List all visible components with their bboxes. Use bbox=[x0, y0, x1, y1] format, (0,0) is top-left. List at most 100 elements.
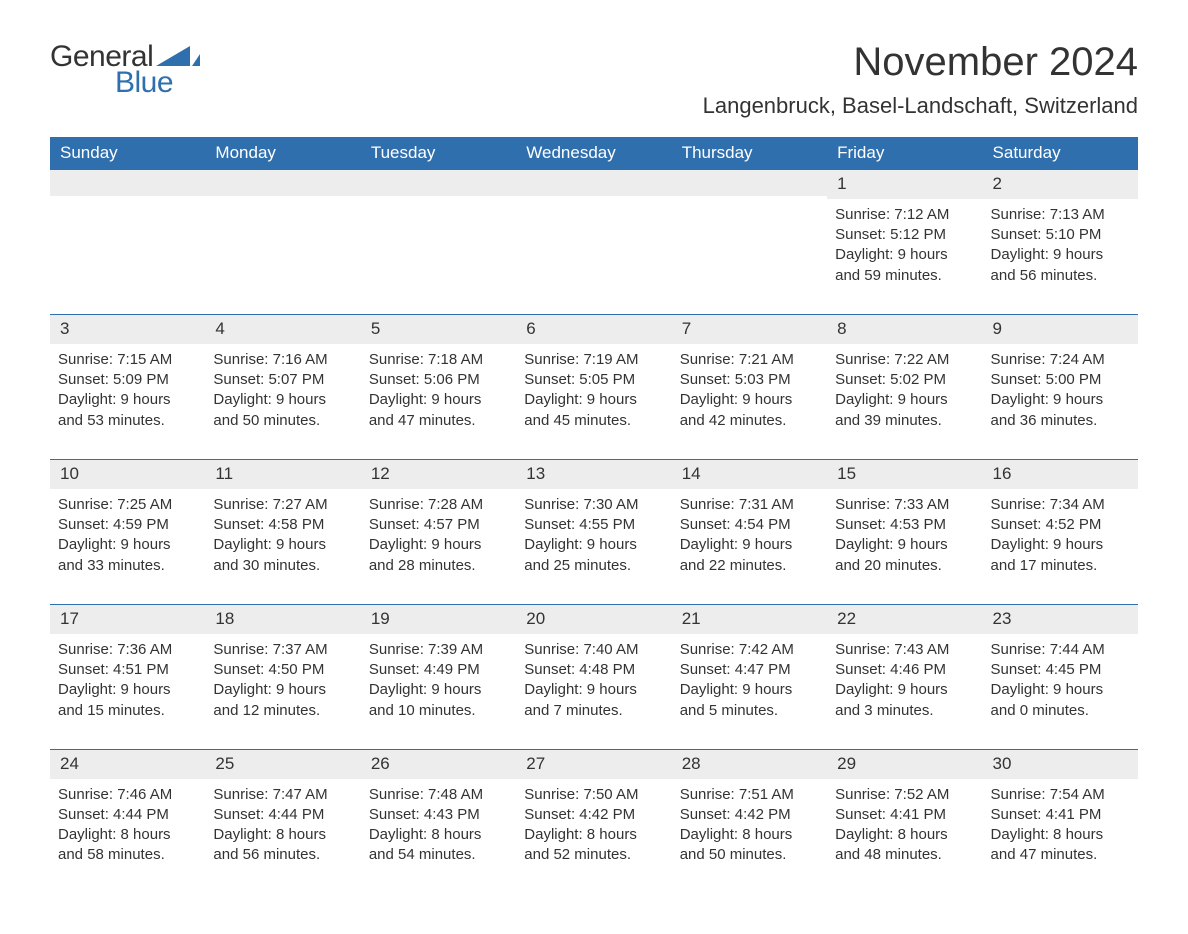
daylight-line2: and 47 minutes. bbox=[369, 411, 508, 431]
sunset-text: Sunset: 5:05 PM bbox=[524, 370, 663, 390]
day-info: Sunrise: 7:50 AMSunset: 4:42 PMDaylight:… bbox=[524, 785, 663, 866]
daylight-line1: Daylight: 9 hours bbox=[369, 390, 508, 410]
sunset-text: Sunset: 5:07 PM bbox=[213, 370, 352, 390]
daynum-bar: 3 bbox=[50, 315, 205, 344]
calendar-cell: 22Sunrise: 7:43 AMSunset: 4:46 PMDayligh… bbox=[827, 604, 982, 749]
calendar-cell: 18Sunrise: 7:37 AMSunset: 4:50 PMDayligh… bbox=[205, 604, 360, 749]
daylight-line1: Daylight: 9 hours bbox=[213, 390, 352, 410]
daylight-line1: Daylight: 9 hours bbox=[369, 680, 508, 700]
sunset-text: Sunset: 4:57 PM bbox=[369, 515, 508, 535]
day-number: 17 bbox=[60, 609, 79, 628]
calendar-cell: 24Sunrise: 7:46 AMSunset: 4:44 PMDayligh… bbox=[50, 749, 205, 893]
daylight-line1: Daylight: 9 hours bbox=[369, 535, 508, 555]
daylight-line2: and 50 minutes. bbox=[213, 411, 352, 431]
day-number: 14 bbox=[682, 464, 701, 483]
header: General Blue November 2024 Langenbruck, … bbox=[50, 40, 1138, 119]
day-header: Monday bbox=[205, 137, 360, 170]
day-info: Sunrise: 7:42 AMSunset: 4:47 PMDaylight:… bbox=[680, 640, 819, 721]
calendar-cell: 29Sunrise: 7:52 AMSunset: 4:41 PMDayligh… bbox=[827, 749, 982, 893]
daylight-line2: and 15 minutes. bbox=[58, 701, 197, 721]
day-number: 2 bbox=[993, 174, 1002, 193]
daylight-line2: and 56 minutes. bbox=[213, 845, 352, 865]
day-number: 5 bbox=[371, 319, 380, 338]
daylight-line1: Daylight: 8 hours bbox=[680, 825, 819, 845]
daylight-line2: and 10 minutes. bbox=[369, 701, 508, 721]
sunrise-text: Sunrise: 7:12 AM bbox=[835, 205, 974, 225]
day-number: 21 bbox=[682, 609, 701, 628]
sunrise-text: Sunrise: 7:54 AM bbox=[991, 785, 1130, 805]
day-info: Sunrise: 7:34 AMSunset: 4:52 PMDaylight:… bbox=[991, 495, 1130, 576]
daynum-bar: 12 bbox=[361, 460, 516, 489]
calendar-cell: 21 Sunrise: 7:42 AMSunset: 4:47 PMDayligh… bbox=[672, 604, 827, 749]
brand-logo: General Blue bbox=[50, 40, 200, 100]
empty-daynum-bar bbox=[50, 170, 205, 196]
day-info: Sunrise: 7:19 AMSunset: 5:05 PMDaylight:… bbox=[524, 350, 663, 431]
day-number: 29 bbox=[837, 754, 856, 773]
daylight-line1: Daylight: 9 hours bbox=[835, 390, 974, 410]
day-info: Sunrise: 7:24 AMSunset: 5:00 PMDaylight:… bbox=[991, 350, 1130, 431]
calendar-cell: 11Sunrise: 7:27 AMSunset: 4:58 PMDayligh… bbox=[205, 459, 360, 604]
daylight-line1: Daylight: 9 hours bbox=[58, 390, 197, 410]
daynum-bar: 7 bbox=[672, 315, 827, 344]
day-number: 11 bbox=[215, 464, 233, 483]
sunset-text: Sunset: 5:00 PM bbox=[991, 370, 1130, 390]
daylight-line2: and 59 minutes. bbox=[835, 266, 974, 286]
calendar-cell: 14Sunrise: 7:31 AMSunset: 4:54 PMDayligh… bbox=[672, 459, 827, 604]
calendar-cell: 10Sunrise: 7:25 AMSunset: 4:59 PMDayligh… bbox=[50, 459, 205, 604]
day-info: Sunrise: 7:30 AMSunset: 4:55 PMDaylight:… bbox=[524, 495, 663, 576]
sunset-text: Sunset: 4:55 PM bbox=[524, 515, 663, 535]
daylight-line2: and 36 minutes. bbox=[991, 411, 1130, 431]
day-info: Sunrise: 7:13 AMSunset: 5:10 PMDaylight:… bbox=[991, 205, 1130, 286]
sunrise-text: Sunrise: 7:36 AM bbox=[58, 640, 197, 660]
sunset-text: Sunset: 4:58 PM bbox=[213, 515, 352, 535]
calendar-cell: 25Sunrise: 7:47 AMSunset: 4:44 PMDayligh… bbox=[205, 749, 360, 893]
day-info: Sunrise: 7:16 AMSunset: 5:07 PMDaylight:… bbox=[213, 350, 352, 431]
day-info: Sunrise: 7:47 AMSunset: 4:44 PMDaylight:… bbox=[213, 785, 352, 866]
sunset-text: Sunset: 5:09 PM bbox=[58, 370, 197, 390]
daylight-line2: and 25 minutes. bbox=[524, 556, 663, 576]
sunset-text: Sunset: 5:12 PM bbox=[835, 225, 974, 245]
sunset-text: Sunset: 4:49 PM bbox=[369, 660, 508, 680]
sunrise-text: Sunrise: 7:37 AM bbox=[213, 640, 352, 660]
calendar-cell: 27Sunrise: 7:50 AMSunset: 4:42 PMDayligh… bbox=[516, 749, 671, 893]
sunrise-text: Sunrise: 7:24 AM bbox=[991, 350, 1130, 370]
day-info: Sunrise: 7:51 AMSunset: 4:42 PMDaylight:… bbox=[680, 785, 819, 866]
calendar-cell: 1Sunrise: 7:12 AMSunset: 5:12 PMDaylight… bbox=[827, 170, 982, 315]
calendar-week-row: 3Sunrise: 7:15 AMSunset: 5:09 PMDaylight… bbox=[50, 314, 1138, 459]
sunset-text: Sunset: 4:44 PM bbox=[58, 805, 197, 825]
calendar-cell: 5 Sunrise: 7:18 AMSunset: 5:06 PMDaylight… bbox=[361, 314, 516, 459]
daylight-line1: Daylight: 8 hours bbox=[991, 825, 1130, 845]
day-number: 18 bbox=[215, 609, 234, 628]
day-number: 3 bbox=[60, 319, 69, 338]
daylight-line2: and 50 minutes. bbox=[680, 845, 819, 865]
day-number: 24 bbox=[60, 754, 79, 773]
daylight-line1: Daylight: 9 hours bbox=[524, 535, 663, 555]
daylight-line2: and 33 minutes. bbox=[58, 556, 197, 576]
sunset-text: Sunset: 4:41 PM bbox=[835, 805, 974, 825]
calendar-cell bbox=[205, 170, 360, 315]
calendar-cell: 30Sunrise: 7:54 AMSunset: 4:41 PMDayligh… bbox=[983, 749, 1138, 893]
sunset-text: Sunset: 4:44 PM bbox=[213, 805, 352, 825]
day-info: Sunrise: 7:18 AMSunset: 5:06 PMDaylight:… bbox=[369, 350, 508, 431]
day-number: 12 bbox=[371, 464, 390, 483]
daylight-line2: and 7 minutes. bbox=[524, 701, 663, 721]
daylight-line1: Daylight: 9 hours bbox=[991, 245, 1130, 265]
daylight-line1: Daylight: 8 hours bbox=[369, 825, 508, 845]
daylight-line1: Daylight: 9 hours bbox=[58, 535, 197, 555]
daynum-bar: 22 bbox=[827, 605, 982, 634]
daynum-bar: 17 bbox=[50, 605, 205, 634]
daynum-bar: 10 bbox=[50, 460, 205, 489]
daylight-line2: and 12 minutes. bbox=[213, 701, 352, 721]
sunrise-text: Sunrise: 7:21 AM bbox=[680, 350, 819, 370]
day-info: Sunrise: 7:36 AMSunset: 4:51 PMDaylight:… bbox=[58, 640, 197, 721]
day-info: Sunrise: 7:54 AMSunset: 4:41 PMDaylight:… bbox=[991, 785, 1130, 866]
daylight-line1: Daylight: 9 hours bbox=[680, 535, 819, 555]
daylight-line2: and 47 minutes. bbox=[991, 845, 1130, 865]
sunset-text: Sunset: 4:45 PM bbox=[991, 660, 1130, 680]
calendar-table: Sunday Monday Tuesday Wednesday Thursday… bbox=[50, 137, 1138, 894]
day-info: Sunrise: 7:28 AMSunset: 4:57 PMDaylight:… bbox=[369, 495, 508, 576]
sunset-text: Sunset: 5:10 PM bbox=[991, 225, 1130, 245]
day-number: 16 bbox=[993, 464, 1012, 483]
calendar-cell: 3Sunrise: 7:15 AMSunset: 5:09 PMDaylight… bbox=[50, 314, 205, 459]
daylight-line1: Daylight: 9 hours bbox=[835, 245, 974, 265]
